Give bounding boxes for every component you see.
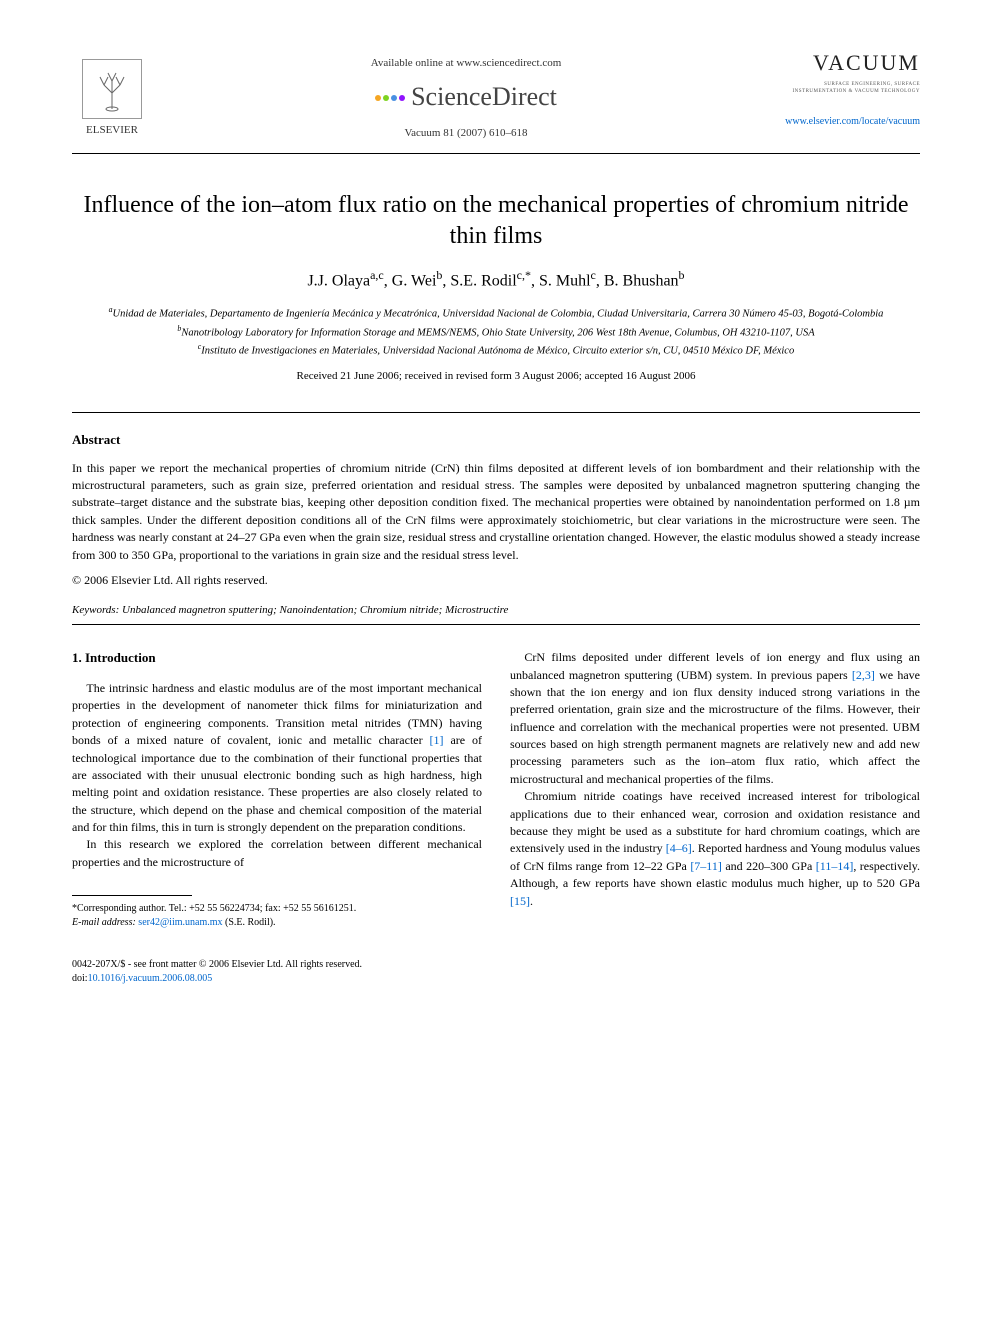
sd-dot: [391, 95, 397, 101]
ref-link[interactable]: [2,3]: [852, 668, 875, 682]
center-header: Available online at www.sciencedirect.co…: [152, 48, 780, 141]
affiliation-c: cInstituto de Investigaciones en Materia…: [72, 341, 920, 359]
citation-text: Vacuum 81 (2007) 610–618: [152, 126, 780, 141]
sd-dot: [399, 95, 405, 101]
ref-link[interactable]: [11–14]: [816, 859, 854, 873]
sd-dot: [375, 95, 381, 101]
intro-paragraph-1: The intrinsic hardness and elastic modul…: [72, 680, 482, 837]
email-author-name: (S.E. Rodil).: [225, 917, 276, 928]
section-1-heading: 1. Introduction: [72, 649, 482, 668]
intro-paragraph-4: Chromium nitride coatings have received …: [510, 788, 920, 910]
elsevier-tree-icon: [82, 59, 142, 119]
ref-link[interactable]: [4–6]: [666, 841, 692, 855]
elsevier-label: ELSEVIER: [86, 123, 138, 138]
affiliation-b: bNanotribology Laboratory for Informatio…: [72, 323, 920, 341]
abstract-copyright: © 2006 Elsevier Ltd. All rights reserved…: [72, 572, 920, 589]
affiliations: aUnidad de Materiales, Departamento de I…: [72, 304, 920, 359]
sciencedirect-icon: [375, 95, 405, 101]
header-row: ELSEVIER Available online at www.science…: [72, 48, 920, 141]
intro-paragraph-3: CrN films deposited under different leve…: [510, 649, 920, 788]
left-column: 1. Introduction The intrinsic hardness a…: [72, 649, 482, 930]
abstract-top-rule: [72, 412, 920, 413]
keywords-list: Unbalanced magnetron sputtering; Nanoind…: [122, 604, 508, 616]
ref-link[interactable]: [7–11]: [690, 859, 722, 873]
elsevier-logo: ELSEVIER: [72, 48, 152, 138]
email-line: E-mail address: ser42@iim.unam.mx (S.E. …: [72, 916, 482, 930]
journal-link[interactable]: www.elsevier.com/locate/vacuum: [780, 115, 920, 129]
keywords-label: Keywords:: [72, 604, 119, 616]
doi-label: doi:: [72, 973, 88, 984]
sciencedirect-logo: ScienceDirect: [152, 79, 780, 115]
abstract-heading: Abstract: [72, 431, 920, 449]
article-title: Influence of the ion–atom flux ratio on …: [72, 190, 920, 252]
abstract-bottom-rule: [72, 624, 920, 625]
doi-line: doi:10.1016/j.vacuum.2006.08.005: [72, 972, 920, 986]
sd-dot: [383, 95, 389, 101]
right-column: CrN films deposited under different leve…: [510, 649, 920, 930]
corresponding-author: *Corresponding author. Tel.: +52 55 5622…: [72, 902, 482, 916]
page-footer: 0042-207X/$ - see front matter © 2006 El…: [72, 958, 920, 986]
journal-subtitle: SURFACE ENGINEERING, SURFACE INSTRUMENTA…: [780, 81, 920, 95]
article-dates: Received 21 June 2006; received in revis…: [72, 369, 920, 384]
email-link[interactable]: ser42@iim.unam.mx: [138, 917, 222, 928]
sciencedirect-text: ScienceDirect: [411, 79, 557, 115]
header-rule: [72, 153, 920, 154]
corresponding-footnote: *Corresponding author. Tel.: +52 55 5622…: [72, 902, 482, 930]
intro-paragraph-2: In this research we explored the correla…: [72, 836, 482, 871]
email-label: E-mail address:: [72, 917, 136, 928]
body-columns: 1. Introduction The intrinsic hardness a…: [72, 649, 920, 930]
doi-link[interactable]: 10.1016/j.vacuum.2006.08.005: [88, 973, 213, 984]
journal-name: VACUUM: [780, 48, 920, 79]
ref-link[interactable]: [15]: [510, 894, 530, 908]
front-matter-line: 0042-207X/$ - see front matter © 2006 El…: [72, 958, 920, 972]
available-online-text: Available online at www.sciencedirect.co…: [152, 56, 780, 71]
ref-link[interactable]: [1]: [430, 733, 444, 747]
journal-logo: VACUUM SURFACE ENGINEERING, SURFACE INST…: [780, 48, 920, 129]
affiliation-a: aUnidad de Materiales, Departamento de I…: [72, 304, 920, 322]
abstract-body: In this paper we report the mechanical p…: [72, 460, 920, 564]
authors: J.J. Olayaa,c, G. Weib, S.E. Rodilc,*, S…: [72, 267, 920, 293]
keywords: Keywords: Unbalanced magnetron sputterin…: [72, 603, 920, 618]
footnote-separator: [72, 895, 192, 896]
